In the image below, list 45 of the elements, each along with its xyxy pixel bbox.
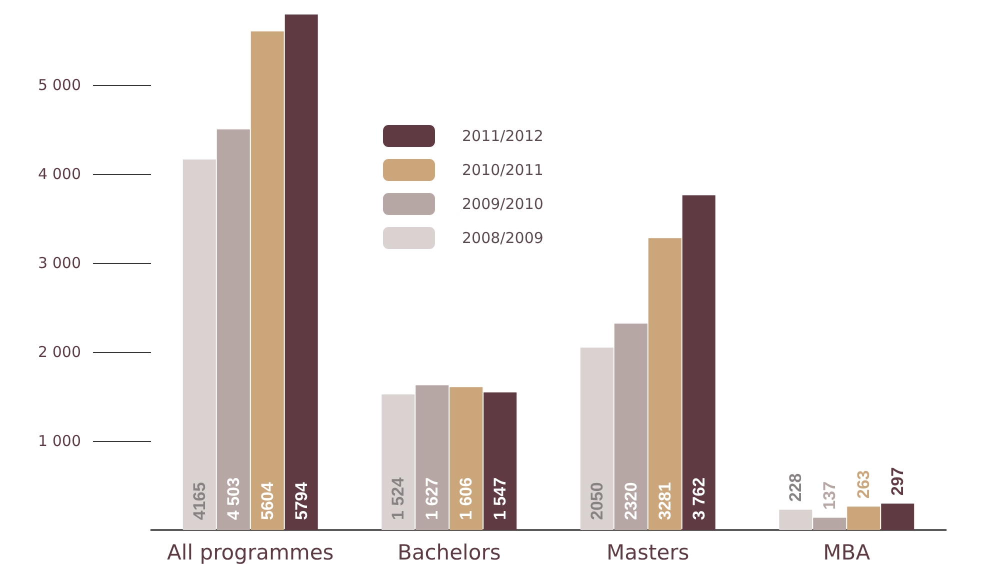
bar [416,385,449,530]
data-label: 2050 [587,482,606,520]
y-tick-label: 2 000 [38,343,81,362]
y-tick-label: 3 000 [38,254,81,272]
data-label: 2320 [621,482,640,520]
legend-label: 2009/2010 [462,195,544,213]
y-tick-label: 5 000 [38,76,81,94]
data-label: 5604 [258,482,277,520]
y-tick-label: 1 000 [38,432,81,450]
data-label: 3281 [655,482,674,520]
data-label: 4 503 [224,477,243,520]
legend-label: 2010/2011 [462,161,544,179]
legend-label: 2011/2012 [462,127,544,145]
data-label: 263 [854,470,874,499]
data-label: 228 [786,473,806,502]
x-tick-label: MBA [823,540,871,564]
bar [484,392,517,530]
bar [648,238,682,530]
bar [682,195,716,530]
data-label: 5794 [292,482,311,520]
bar [580,348,614,530]
bar [182,159,216,530]
data-label: 4165 [190,482,209,520]
bar [881,504,914,530]
x-tick-label: All programmes [167,540,334,564]
data-label: 3 762 [689,477,708,520]
data-label: 1 627 [422,477,442,520]
bar [614,324,648,530]
bar [779,510,812,530]
x-tick-label: Masters [606,540,690,564]
legend-label: 2008/2009 [462,229,544,247]
bar [450,387,483,530]
data-label: 1 524 [388,476,408,520]
bar [284,14,318,530]
bar [382,394,415,530]
bar [216,129,250,530]
bar [847,506,880,530]
bar [250,31,284,530]
data-label: 1 606 [456,477,476,520]
data-label: 137 [820,481,840,510]
y-tick-label: 4 000 [38,165,81,184]
x-tick-label: Bachelors [397,540,501,564]
data-label: 297 [888,467,908,496]
bar [813,518,846,530]
data-label: 1 547 [490,477,510,520]
